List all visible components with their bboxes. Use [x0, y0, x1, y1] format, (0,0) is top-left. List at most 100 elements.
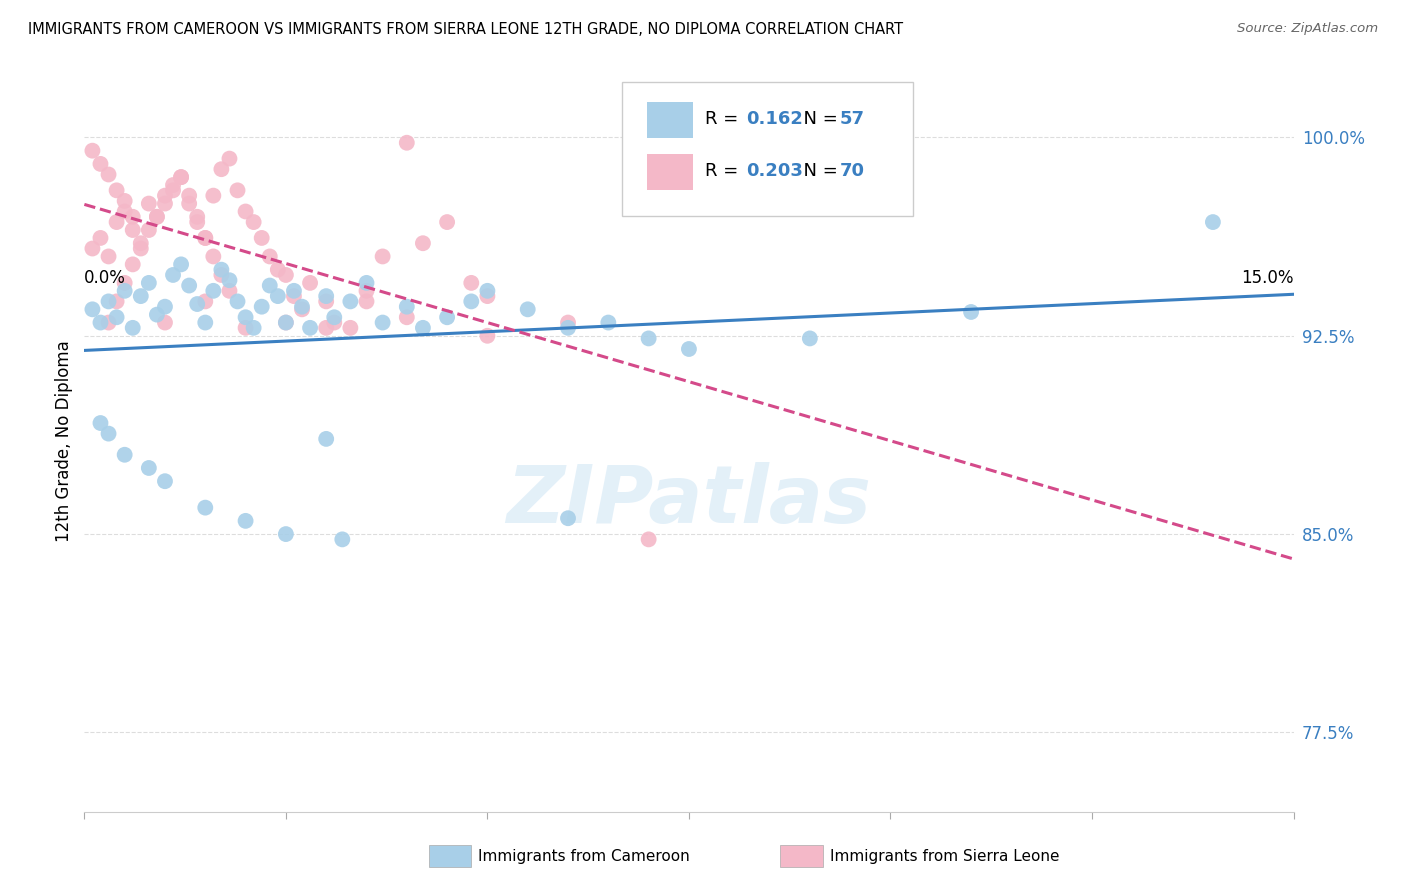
- Point: [274, 527, 297, 541]
- Point: [371, 316, 394, 330]
- Point: [395, 300, 418, 314]
- Point: [259, 278, 281, 293]
- Point: [89, 316, 111, 330]
- Point: [477, 289, 499, 303]
- Point: [315, 321, 337, 335]
- Point: [129, 289, 152, 303]
- Point: [799, 331, 821, 345]
- Text: 70: 70: [841, 162, 865, 180]
- Point: [105, 215, 128, 229]
- Point: [218, 273, 240, 287]
- Point: [114, 204, 136, 219]
- Point: [323, 310, 346, 325]
- Point: [129, 236, 152, 251]
- Point: [162, 178, 184, 192]
- Point: [170, 170, 193, 185]
- Point: [209, 262, 232, 277]
- Point: [82, 144, 104, 158]
- Text: 0.0%: 0.0%: [84, 269, 127, 287]
- Point: [242, 321, 264, 335]
- Point: [138, 223, 160, 237]
- Point: [82, 242, 104, 256]
- Point: [299, 276, 322, 290]
- Text: Source: ZipAtlas.com: Source: ZipAtlas.com: [1237, 22, 1378, 36]
- Point: [146, 210, 169, 224]
- Point: [460, 294, 482, 309]
- Point: [89, 416, 111, 430]
- Point: [97, 250, 120, 264]
- Point: [194, 231, 217, 245]
- Point: [162, 183, 184, 197]
- Text: R =: R =: [704, 162, 744, 180]
- Point: [162, 268, 184, 282]
- Point: [267, 289, 290, 303]
- Point: [291, 300, 314, 314]
- Point: [330, 533, 353, 547]
- Point: [274, 316, 297, 330]
- FancyBboxPatch shape: [647, 103, 693, 138]
- Point: [460, 276, 482, 290]
- Text: 0.162: 0.162: [745, 111, 803, 128]
- Point: [477, 328, 499, 343]
- Point: [105, 310, 128, 325]
- Point: [186, 215, 208, 229]
- Point: [114, 276, 136, 290]
- Point: [637, 331, 659, 345]
- Point: [226, 183, 249, 197]
- Point: [97, 294, 120, 309]
- Text: ZIPatlas: ZIPatlas: [506, 462, 872, 540]
- Point: [960, 305, 983, 319]
- Point: [436, 310, 458, 325]
- Point: [179, 196, 201, 211]
- Point: [395, 136, 418, 150]
- Point: [283, 289, 305, 303]
- Point: [170, 257, 193, 271]
- Point: [194, 500, 217, 515]
- Point: [209, 268, 232, 282]
- Point: [105, 294, 128, 309]
- Point: [138, 461, 160, 475]
- Point: [97, 426, 120, 441]
- Point: [315, 294, 337, 309]
- Point: [89, 157, 111, 171]
- Point: [323, 316, 346, 330]
- Point: [235, 514, 257, 528]
- Point: [412, 236, 434, 251]
- Point: [194, 316, 217, 330]
- Point: [477, 284, 499, 298]
- Point: [121, 210, 143, 224]
- Point: [1202, 215, 1225, 229]
- Point: [114, 194, 136, 208]
- Point: [121, 257, 143, 271]
- FancyBboxPatch shape: [623, 82, 912, 216]
- Point: [557, 316, 579, 330]
- Point: [235, 310, 257, 325]
- Point: [274, 316, 297, 330]
- Point: [436, 215, 458, 229]
- Point: [153, 474, 176, 488]
- Text: N =: N =: [792, 162, 844, 180]
- Point: [153, 316, 176, 330]
- Text: 15.0%: 15.0%: [1241, 269, 1294, 287]
- Point: [315, 432, 337, 446]
- Point: [97, 168, 120, 182]
- Point: [250, 231, 273, 245]
- Point: [516, 302, 538, 317]
- Point: [97, 316, 120, 330]
- FancyBboxPatch shape: [647, 154, 693, 190]
- Point: [153, 300, 176, 314]
- Point: [678, 342, 700, 356]
- Point: [114, 284, 136, 298]
- Point: [637, 533, 659, 547]
- Text: R =: R =: [704, 111, 744, 128]
- Point: [356, 294, 378, 309]
- Point: [170, 170, 193, 185]
- Point: [395, 310, 418, 325]
- Point: [179, 278, 201, 293]
- Text: 0.203: 0.203: [745, 162, 803, 180]
- Point: [153, 188, 176, 202]
- Point: [146, 210, 169, 224]
- Point: [557, 511, 579, 525]
- Point: [153, 196, 176, 211]
- Point: [209, 162, 232, 177]
